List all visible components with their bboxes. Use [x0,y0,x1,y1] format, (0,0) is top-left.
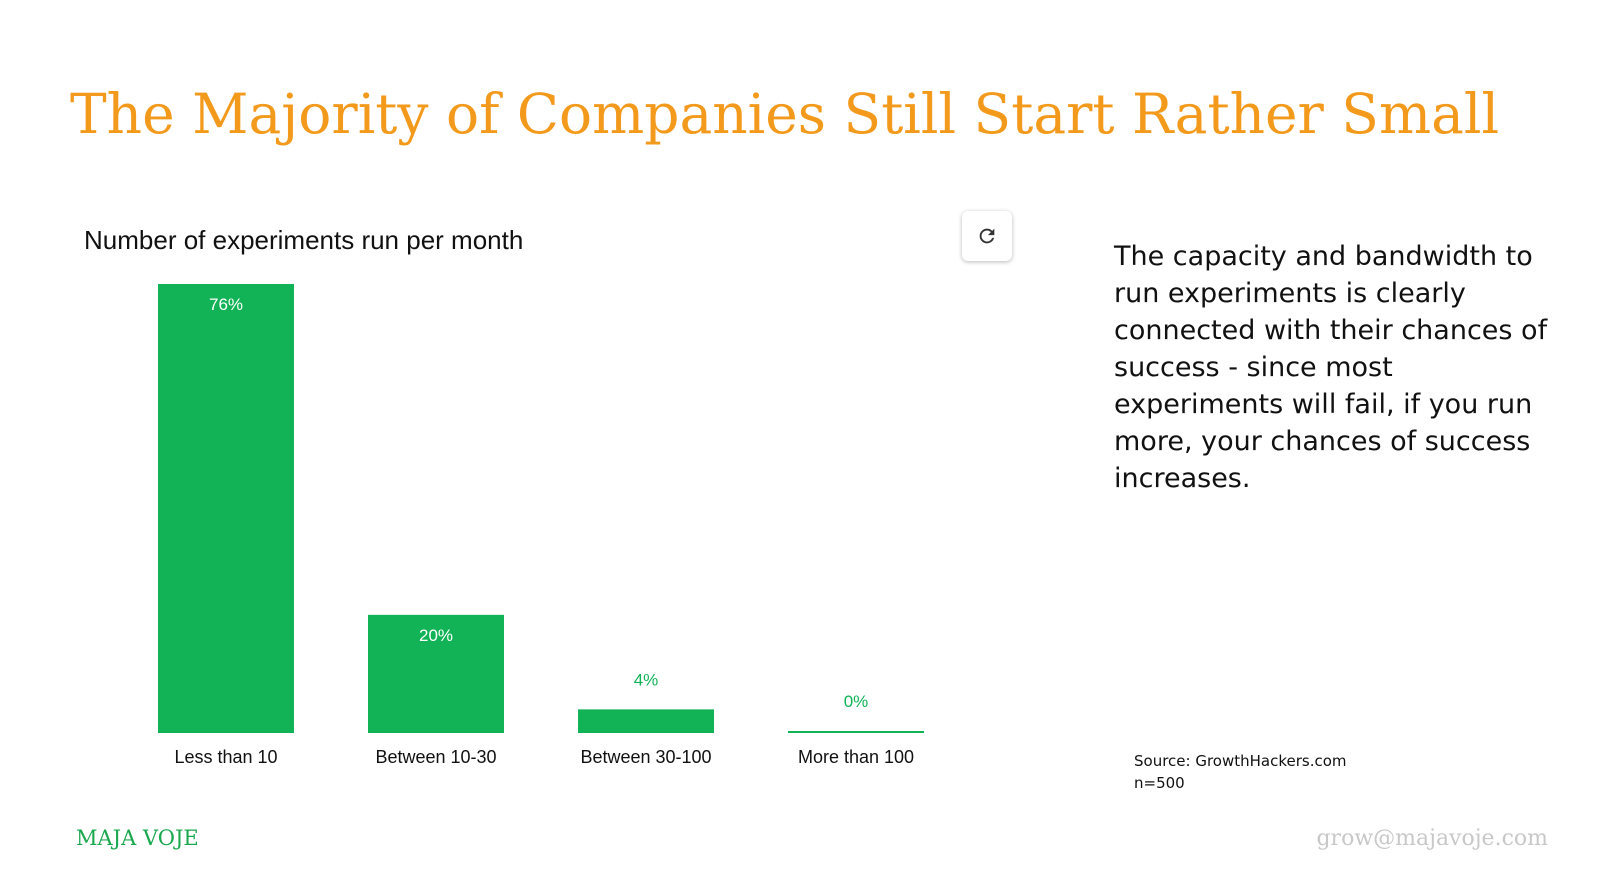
bar-2 [368,614,504,733]
data-label-3: 4% [634,670,659,689]
bars-layer [158,284,924,733]
bar-1 [158,284,294,733]
brand-name: MAJA VOJE [76,826,199,850]
category-label-1: Less than 10 [174,747,277,767]
description-text: The capacity and bandwidth to run experi… [1114,241,1548,494]
data-labels-layer: 76% 20% 4% 0% [209,295,868,711]
category-labels-layer: Less than 10 Between 10-30 Between 30-100 M… [174,747,914,767]
slide-title: The Majority of Companies Still Start Ra… [70,82,1500,146]
category-label-4: More than 100 [798,747,914,767]
bar-chart: 76% 20% 4% 0% Less than 10 Between 10-30 Betw… [158,284,924,767]
contact-email[interactable]: grow@majavoje.com [1316,826,1548,851]
bar-4 [788,731,924,733]
refresh-button[interactable] [962,211,1012,261]
source-line: Source: GrowthHackers.com [1134,752,1347,770]
sample-size: n=500 [1134,774,1185,792]
category-label-2: Between 10-30 [375,747,496,767]
source-block: Source: GrowthHackers.com n=500 [1134,750,1347,794]
data-label-2: 20% [419,626,453,645]
data-label-4: 0% [844,692,869,711]
data-label-1: 76% [209,295,243,314]
chart-title: Number of experiments run per month [84,225,524,255]
category-label-3: Between 30-100 [580,747,711,767]
bar-3 [578,709,714,733]
